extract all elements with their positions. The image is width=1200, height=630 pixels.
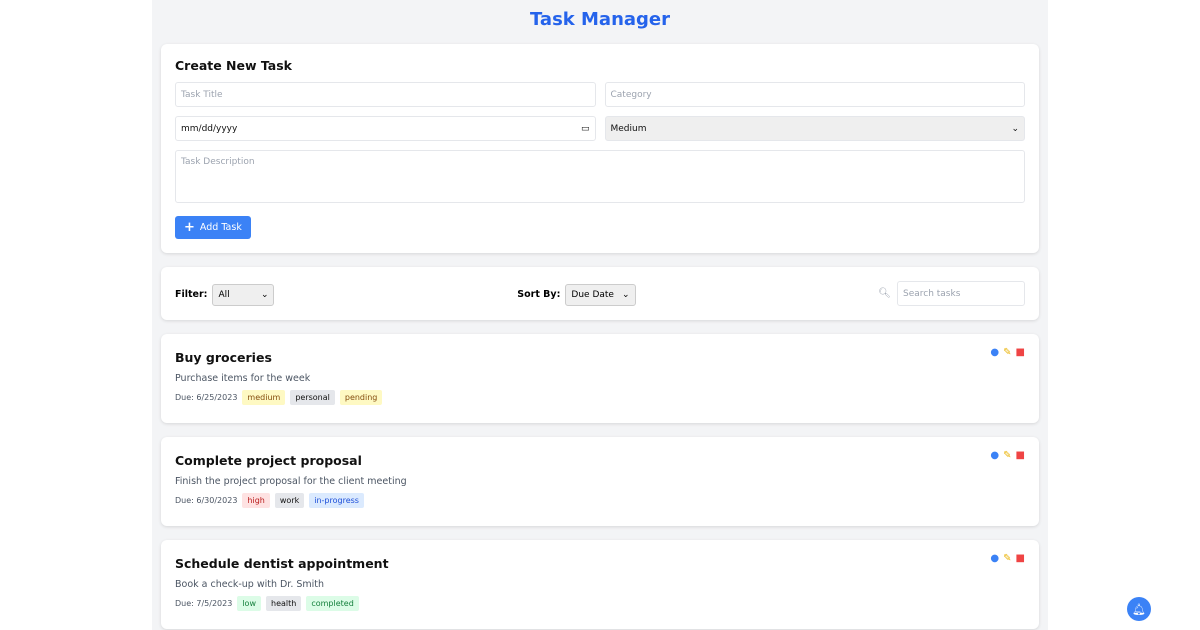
complete-check-icon[interactable]: ● [990, 553, 1000, 564]
task-description: Finish the project proposal for the clie… [175, 476, 407, 487]
search-input[interactable]: Search tasks [896, 281, 1025, 306]
form-title: Create New Task [175, 58, 292, 73]
edit-icon[interactable]: ✎ [1003, 450, 1012, 461]
priority-value: Medium [610, 123, 647, 134]
priority-badge: medium [242, 390, 286, 405]
priority-badge: low [237, 596, 261, 611]
status-badge: pending [339, 390, 383, 405]
chevron-down-icon: ⌄ [621, 289, 630, 300]
filter-value: All [218, 289, 230, 300]
task-title: Complete project proposal [175, 453, 362, 468]
edit-icon[interactable]: ✎ [1003, 347, 1012, 358]
plus-icon: + [184, 220, 195, 235]
page-title: Task Manager [529, 9, 671, 30]
due-date: Due: 6/25/2023 [175, 393, 238, 402]
category-badge: health [266, 596, 302, 611]
status-badge: in-progress [309, 493, 364, 508]
notification-bell-button[interactable]: 🔔︎ [1127, 597, 1151, 621]
filter-label: Filter: [175, 288, 208, 300]
description-textarea[interactable]: Task Description [175, 150, 1025, 203]
complete-check-icon[interactable]: ● [990, 450, 1000, 461]
date-text: mm/dd/yyyy [181, 123, 238, 134]
task-card: Schedule dentist appointment Book a chec… [161, 540, 1039, 629]
add-task-label: Add Task [199, 222, 242, 233]
task-title: Schedule dentist appointment [175, 556, 389, 571]
sort-value: Due Date [571, 289, 614, 300]
priority-select[interactable]: Medium ⌄ [604, 116, 1025, 141]
add-task-button[interactable]: + Add Task [175, 216, 251, 239]
search-icon: 🔍︎ [878, 288, 891, 299]
edit-icon[interactable]: ✎ [1003, 553, 1012, 564]
task-card: Buy groceries Purchase items for the wee… [161, 334, 1039, 423]
task-description: Purchase items for the week [175, 373, 311, 384]
delete-trash-icon[interactable]: ■ [1015, 553, 1025, 564]
filter-bar: Filter: All ⌄ Sort By: Due Date ⌄ 🔍︎ Search t… [161, 267, 1039, 320]
calendar-icon[interactable]: ▭ [580, 123, 590, 134]
create-task-form: Create New Task Task Title Category mm/d… [161, 44, 1039, 253]
category-badge: work [274, 493, 305, 508]
status-badge: completed [306, 596, 359, 611]
app: Task Manager Create New Task Task Title … [152, 0, 1048, 630]
task-title-input[interactable]: Task Title [175, 82, 596, 107]
priority-badge: high [242, 493, 270, 508]
due-date: Due: 7/5/2023 [175, 599, 233, 608]
category-badge: personal [290, 390, 335, 405]
complete-check-icon[interactable]: ● [990, 347, 1000, 358]
task-card: Complete project proposal Finish the pro… [161, 437, 1039, 526]
due-date: Due: 6/30/2023 [175, 496, 238, 505]
task-description: Book a check-up with Dr. Smith [175, 579, 325, 590]
delete-trash-icon[interactable]: ■ [1015, 347, 1025, 358]
due-date-input[interactable]: mm/dd/yyyy ▭ [175, 116, 596, 141]
sort-label: Sort By: [517, 288, 561, 300]
bell-icon: 🔔︎ [1132, 602, 1146, 616]
sort-select[interactable]: Due Date ⌄ [565, 283, 636, 306]
category-input[interactable]: Category [604, 82, 1025, 107]
delete-trash-icon[interactable]: ■ [1015, 450, 1025, 461]
task-title: Buy groceries [175, 350, 272, 365]
chevron-down-icon: ⌄ [260, 289, 269, 300]
filter-select[interactable]: All ⌄ [212, 283, 275, 306]
chevron-down-icon: ⌄ [1011, 123, 1019, 134]
